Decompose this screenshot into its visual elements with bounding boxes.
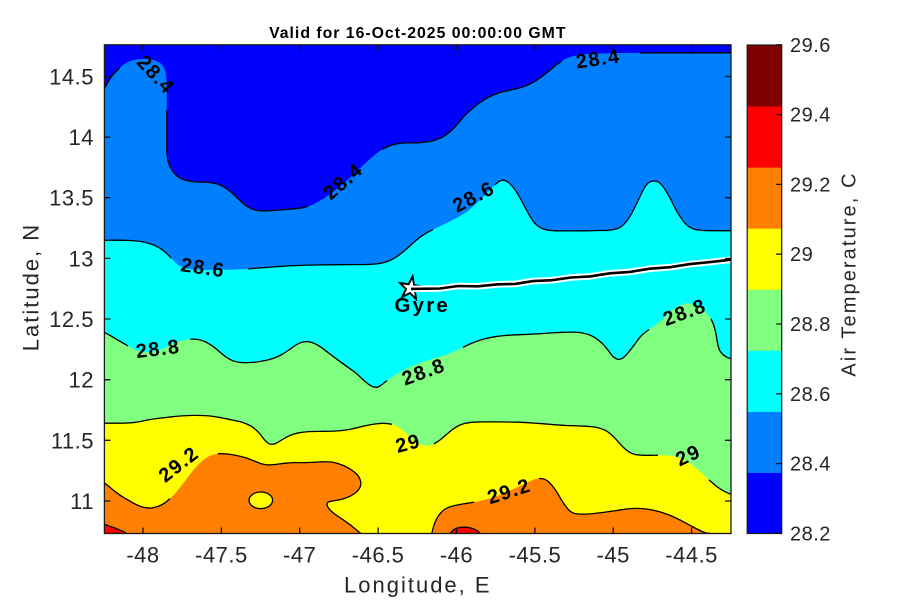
svg-text:28.6: 28.6 — [790, 384, 831, 406]
svg-text:-47.5: -47.5 — [195, 543, 248, 568]
svg-text:-46: -46 — [440, 543, 473, 568]
svg-text:12.5: 12.5 — [49, 307, 94, 332]
svg-text:13.5: 13.5 — [49, 186, 94, 211]
svg-text:-46.5: -46.5 — [352, 543, 405, 568]
svg-text:Latitude, N: Latitude, N — [19, 223, 44, 351]
svg-text:11: 11 — [70, 489, 94, 514]
svg-text:29.2: 29.2 — [790, 174, 831, 196]
svg-text:28.4: 28.4 — [790, 454, 831, 476]
svg-text:12: 12 — [69, 368, 94, 393]
svg-text:29.4: 29.4 — [790, 105, 831, 127]
svg-text:-44.5: -44.5 — [665, 543, 718, 568]
svg-text:-47: -47 — [283, 543, 316, 568]
svg-text:-45.5: -45.5 — [509, 543, 562, 568]
svg-text:Valid for 16-Oct-2025 00:00:00: Valid for 16-Oct-2025 00:00:00 GMT — [269, 25, 566, 42]
svg-text:Gyre: Gyre — [395, 294, 451, 317]
svg-text:29: 29 — [790, 244, 813, 266]
svg-text:28.2: 28.2 — [790, 523, 831, 545]
svg-text:28.8: 28.8 — [135, 336, 182, 363]
svg-text:Longitude, E: Longitude, E — [344, 573, 492, 598]
svg-text:Air Temperature, C: Air Temperature, C — [839, 171, 861, 376]
svg-text:28.8: 28.8 — [790, 314, 831, 336]
svg-text:11.5: 11.5 — [51, 428, 94, 453]
svg-text:29.6: 29.6 — [790, 35, 831, 57]
svg-text:13: 13 — [69, 246, 94, 271]
svg-text:-48: -48 — [126, 543, 159, 568]
svg-text:14: 14 — [69, 125, 94, 150]
svg-text:14.5: 14.5 — [49, 65, 94, 90]
svg-text:-45: -45 — [597, 543, 630, 568]
